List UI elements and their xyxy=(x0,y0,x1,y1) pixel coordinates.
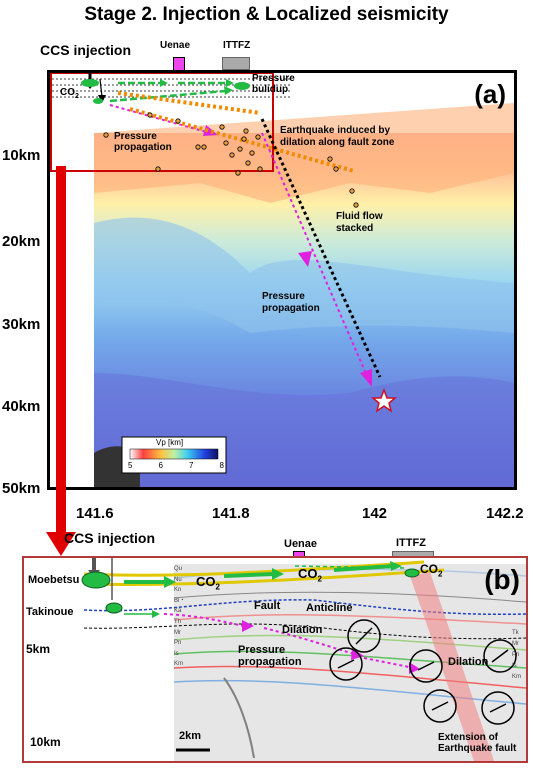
anticline-label: Anticline xyxy=(306,602,353,614)
takinoue-label: Takinoue xyxy=(26,606,74,618)
panel-b-cross-section xyxy=(24,558,526,761)
zoom-arrow xyxy=(46,166,76,556)
depth-20km-a: 20km xyxy=(2,233,41,250)
uenae-marker-a xyxy=(173,57,185,71)
ccs-injection-label-b: CCS injection xyxy=(64,530,156,546)
depth-50km-a: 50km xyxy=(2,480,41,497)
panel-a-velocity-image xyxy=(50,73,514,487)
hypocenter-star xyxy=(370,387,398,413)
ittfz-marker-a xyxy=(222,57,250,70)
uenae-label-b: Uenae xyxy=(284,538,318,550)
ccs-injection-label-a: CCS injection xyxy=(40,42,132,58)
lon-142-2: 142.2 xyxy=(486,505,524,522)
dilation-label-right: Dilation xyxy=(448,656,489,668)
strata-labels-right: Tk Mr Pn Is Km xyxy=(512,630,521,680)
co2-label-a: CO2 xyxy=(60,87,79,100)
co2-label-b1: CO2 xyxy=(196,574,220,592)
earthquake-dots xyxy=(103,112,359,208)
moebetsu-label: Moebetsu xyxy=(28,574,80,586)
depth-10km-a: 10km xyxy=(2,147,41,164)
fault-label: Fault xyxy=(254,600,281,612)
dilation-label-left: Dilation xyxy=(282,624,323,636)
earthquake-induced-label: Earthquake induced by dilation along faul… xyxy=(280,125,395,148)
panel-b-section: (b) Moebetsu Takinoue CO2 CO2 CO2 Fault … xyxy=(22,556,528,763)
colorbar-title: Vp [km] xyxy=(156,438,184,447)
pressure-buildup-label: Pressure bulidup xyxy=(252,73,295,95)
dilation-circles xyxy=(329,619,517,725)
lon-142: 142 xyxy=(362,505,388,522)
lon-141-8: 141.8 xyxy=(212,505,250,522)
depth-40km-a: 40km xyxy=(2,398,41,415)
panel-b-label: (b) xyxy=(484,564,520,595)
pressure-propagation-top-label: Pressure propagation xyxy=(114,131,172,153)
panel-a-label: (a) xyxy=(474,79,506,109)
extension-label: Extension of Earthquake fault xyxy=(438,732,517,754)
depth-10km-b: 10km xyxy=(30,735,61,749)
scale-label: 2km xyxy=(179,730,202,742)
depth-5km-b: 5km xyxy=(26,642,51,656)
figure-title: Stage 2. Injection & Localized seismicit… xyxy=(84,4,449,25)
uenae-label-a: Uenae xyxy=(160,40,191,51)
ittfz-label-b: ITTFZ xyxy=(396,537,426,549)
lon-141-6: 141.6 xyxy=(76,505,114,522)
co2-label-b3: CO2 xyxy=(420,562,443,579)
co2-label-b2: CO2 xyxy=(298,566,322,584)
strata-labels-left: Qu Nu Kn Bi・Ka Th Mr Pn Is Km xyxy=(174,566,186,668)
ittfz-label-a: ITTFZ xyxy=(223,40,251,51)
pressure-propagation-label-b: Pressure propagation xyxy=(238,644,302,668)
fluid-flow-label: Fluid flow stacked xyxy=(336,211,383,234)
panel-a-section: (a) CO2 Pressure bulidup Pressure propagat… xyxy=(47,70,517,490)
pressure-propagation-mid-label: Pressure propagation xyxy=(262,291,320,314)
depth-30km-a: 30km xyxy=(2,316,41,333)
